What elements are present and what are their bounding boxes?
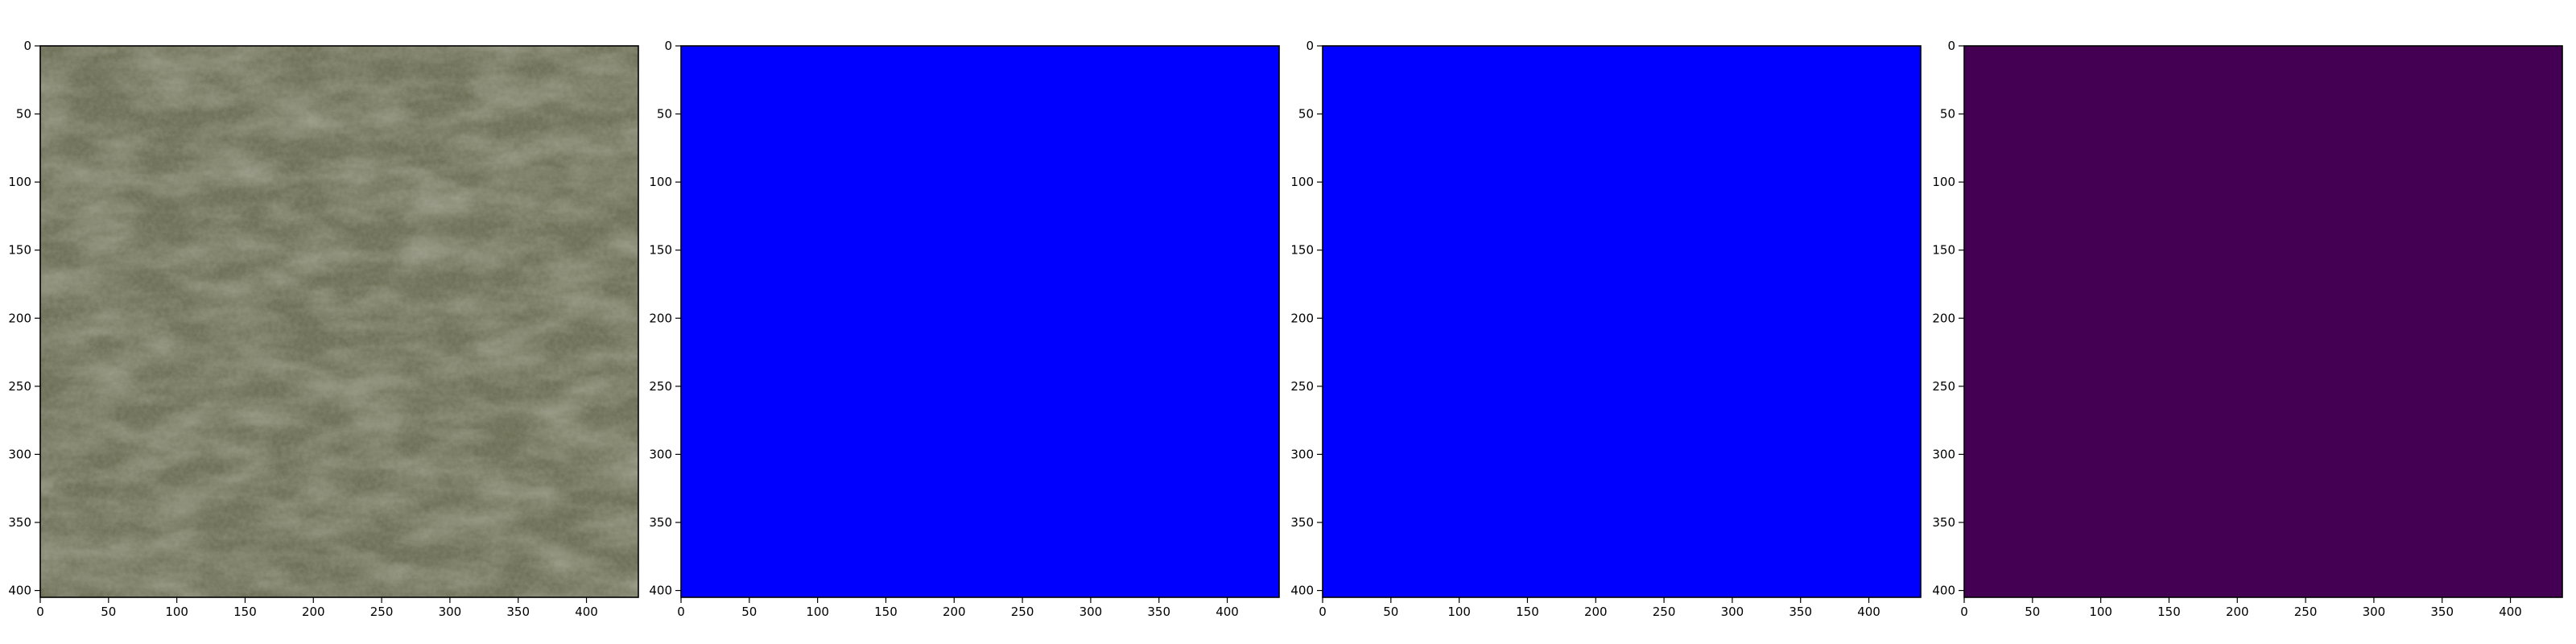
y-tick-label: 300 [1290, 447, 1314, 461]
y-tick-label: 150 [1932, 243, 1955, 258]
x-tick-label: 350 [1789, 605, 1812, 619]
y-tick-label: 400 [649, 584, 672, 598]
x-tick-label: 250 [1011, 605, 1034, 619]
x-tick-label: 50 [1383, 605, 1398, 619]
x-tick-label: 150 [233, 605, 257, 619]
x-tick-label: 300 [1721, 605, 1744, 619]
x-tick-label: 400 [575, 605, 598, 619]
x-tick-label: 100 [165, 605, 188, 619]
y-tick-label: 150 [1290, 243, 1314, 258]
y-tick-label: 350 [649, 515, 672, 530]
x-tick-label: 50 [2025, 605, 2040, 619]
x-tick-label: 200 [1584, 605, 1608, 619]
panel-mask-1: 0 50 100 150 200 250 300 350 400 0 50 100 150 200 250 3… [649, 39, 1280, 619]
y-tick-label: 250 [1290, 379, 1314, 394]
x-tick-label: 400 [2499, 605, 2522, 619]
image-area [1964, 46, 2562, 597]
panel-mask-2: 0 50 100 150 200 250 300 350 400 0 50 100 150 200 250 3… [1290, 39, 1922, 619]
x-tick-label: 0 [36, 605, 44, 619]
y-tick-label: 250 [8, 379, 31, 394]
x-tick-label: 250 [2294, 605, 2318, 619]
x-tick-label: 300 [1080, 605, 1103, 619]
x-tick-label: 150 [1516, 605, 1539, 619]
y-tick-label: 350 [1290, 515, 1314, 530]
y-tick-label: 300 [8, 447, 31, 461]
y-tick-label: 350 [1932, 515, 1955, 530]
y-tick-label: 400 [1290, 584, 1314, 598]
x-tick-label: 300 [2363, 605, 2386, 619]
x-tick-label: 100 [1447, 605, 1471, 619]
y-tick-label: 400 [1932, 584, 1955, 598]
x-tick-label: 150 [874, 605, 898, 619]
y-tick-label: 50 [16, 107, 31, 122]
axes-frame [680, 45, 1280, 598]
y-tick-label: 0 [664, 39, 672, 53]
x-tick-label: 100 [806, 605, 829, 619]
axes-frame [39, 45, 639, 598]
x-tick-label: 250 [1653, 605, 1676, 619]
y-tick-label: 0 [1306, 39, 1314, 53]
x-tick-label: 50 [101, 605, 116, 619]
x-tick-label: 350 [506, 605, 530, 619]
y-tick-label: 0 [1947, 39, 1955, 53]
axes-frame [1322, 45, 1922, 598]
image-area [681, 46, 1279, 597]
y-tick-label: 200 [1932, 311, 1955, 325]
x-tick-label: 0 [1319, 605, 1327, 619]
y-tick-label: 200 [8, 311, 31, 325]
axes-frame [1963, 45, 2563, 598]
x-tick-label: 0 [1960, 605, 1968, 619]
panel-mask-3: 0 50 100 150 200 250 300 350 400 0 50 100 150 200 250 3… [1932, 39, 2563, 619]
x-tick-label: 400 [1857, 605, 1880, 619]
x-tick-label: 200 [943, 605, 966, 619]
y-tick-label: 100 [8, 175, 31, 189]
x-tick-label: 100 [2089, 605, 2112, 619]
x-tick-label: 200 [302, 605, 325, 619]
y-tick-label: 300 [649, 447, 672, 461]
terrain-grain [40, 46, 638, 597]
y-tick-label: 400 [8, 584, 31, 598]
y-tick-label: 250 [1932, 379, 1955, 394]
panel-aerial-image: 0 50 100 150 200 250 300 350 400 0 50 100 150 200 250 3… [8, 39, 639, 619]
y-tick-label: 350 [8, 515, 31, 530]
y-tick-label: 200 [649, 311, 672, 325]
y-tick-label: 100 [1290, 175, 1314, 189]
y-tick-label: 0 [23, 39, 31, 53]
y-tick-label: 50 [657, 107, 672, 122]
x-tick-label: 350 [1147, 605, 1170, 619]
x-tick-label: 0 [677, 605, 685, 619]
x-tick-label: 300 [439, 605, 462, 619]
y-tick-label: 150 [649, 243, 672, 258]
x-tick-label: 400 [1216, 605, 1239, 619]
y-tick-label: 300 [1932, 447, 1955, 461]
x-tick-label: 200 [2226, 605, 2249, 619]
x-tick-label: 50 [741, 605, 757, 619]
y-tick-label: 250 [649, 379, 672, 394]
x-tick-label: 250 [370, 605, 394, 619]
y-tick-label: 50 [1940, 107, 1955, 122]
image-area [1323, 46, 1921, 597]
y-tick-label: 100 [1932, 175, 1955, 189]
y-tick-label: 150 [8, 243, 31, 258]
x-tick-label: 350 [2430, 605, 2454, 619]
y-tick-label: 200 [1290, 311, 1314, 325]
y-tick-label: 50 [1298, 107, 1314, 122]
y-tick-label: 100 [649, 175, 672, 189]
x-tick-label: 150 [2157, 605, 2181, 619]
